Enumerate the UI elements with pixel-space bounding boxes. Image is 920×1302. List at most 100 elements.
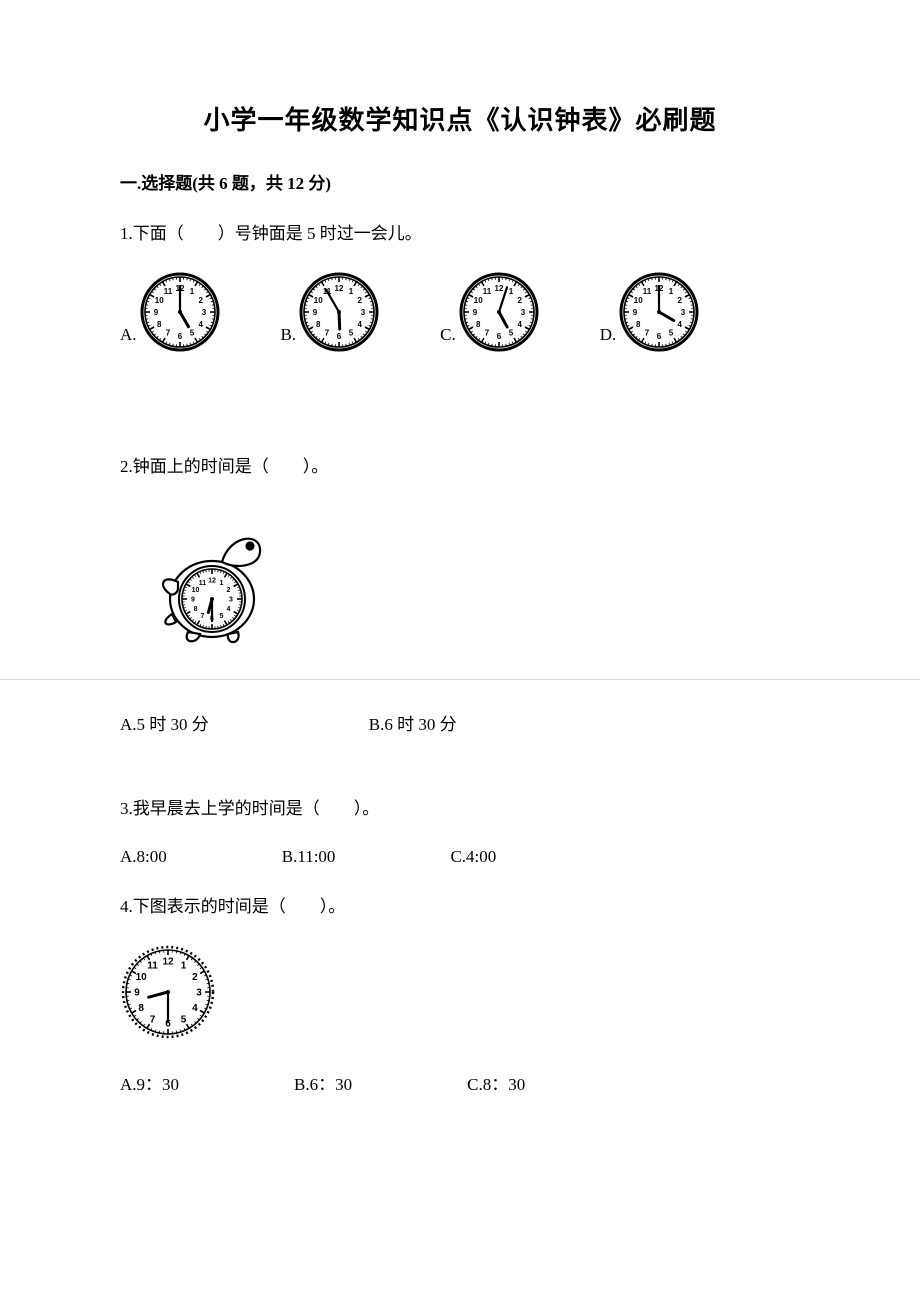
q1-option-b: B. 123456789101112 [281, 271, 381, 353]
svg-text:9: 9 [153, 308, 158, 317]
svg-text:1: 1 [669, 287, 674, 296]
option-label: B. [281, 325, 297, 345]
svg-text:1: 1 [508, 287, 513, 296]
q2-option-b: B.6 时 30 分 [369, 710, 457, 735]
svg-text:5: 5 [349, 329, 354, 338]
svg-text:3: 3 [201, 308, 206, 317]
q1-option-a: A. 123456789101112 [120, 271, 221, 353]
svg-text:6: 6 [337, 332, 342, 341]
svg-text:5: 5 [220, 613, 224, 620]
svg-text:12: 12 [162, 956, 174, 967]
svg-text:2: 2 [192, 972, 198, 983]
svg-text:10: 10 [634, 296, 643, 305]
svg-text:11: 11 [199, 580, 207, 587]
svg-text:7: 7 [201, 613, 205, 620]
svg-text:7: 7 [484, 329, 489, 338]
svg-text:1: 1 [189, 287, 194, 296]
q4-option-a: A.9：30 [120, 1070, 179, 1095]
svg-text:7: 7 [325, 329, 330, 338]
svg-text:4: 4 [198, 320, 203, 329]
q2-options: A.5 时 30 分 B.6 时 30 分 [120, 710, 800, 735]
q1-option-c: C. 123456789101112 [440, 271, 540, 353]
svg-text:10: 10 [154, 296, 163, 305]
q4-text: 4.下图表示的时间是（ ）。 [120, 893, 800, 920]
svg-text:3: 3 [361, 308, 366, 317]
svg-text:1: 1 [349, 287, 354, 296]
svg-text:7: 7 [165, 329, 170, 338]
worksheet-page: 小学一年级数学知识点《认识钟表》必刷题 一.选择题(共 6 题，共 12 分) … [0, 0, 920, 1302]
svg-text:9: 9 [313, 308, 318, 317]
svg-text:10: 10 [136, 972, 148, 983]
svg-text:6: 6 [657, 332, 662, 341]
svg-text:11: 11 [163, 287, 172, 296]
q2-option-a: A.5 时 30 分 [120, 710, 209, 735]
q3-options: A.8:00 B.11:00 C.4:00 [120, 847, 800, 867]
q1-text: 1.下面（ ）号钟面是 5 时过一会儿。 [120, 220, 800, 247]
q1-options: A. 123456789101112 B. 123456789101112 C.… [120, 271, 800, 353]
svg-text:12: 12 [335, 284, 344, 293]
svg-text:9: 9 [472, 308, 477, 317]
svg-text:10: 10 [473, 296, 482, 305]
svg-text:11: 11 [147, 960, 158, 971]
section-header: 一.选择题(共 6 题，共 12 分) [120, 169, 800, 194]
svg-text:9: 9 [633, 308, 638, 317]
svg-text:5: 5 [508, 329, 513, 338]
svg-text:8: 8 [194, 606, 198, 613]
svg-text:10: 10 [314, 296, 323, 305]
svg-text:6: 6 [496, 332, 501, 341]
svg-text:8: 8 [138, 1003, 144, 1014]
q3-text: 3.我早晨去上学的时间是（ ）。 [120, 795, 800, 822]
svg-text:3: 3 [681, 308, 686, 317]
svg-text:3: 3 [520, 308, 525, 317]
svg-text:8: 8 [316, 320, 321, 329]
q4-figure: 123456789101112 [120, 944, 800, 1040]
svg-text:3: 3 [196, 987, 202, 998]
q4-option-c: C.8：30 [467, 1070, 525, 1095]
svg-text:8: 8 [157, 320, 162, 329]
svg-text:2: 2 [358, 296, 363, 305]
clock-icon: 123456789101112 [458, 271, 540, 353]
option-label: A. [120, 325, 137, 345]
svg-text:5: 5 [189, 329, 194, 338]
svg-text:2: 2 [678, 296, 683, 305]
q4-options: A.9：30 B.6：30 C.8：30 [120, 1070, 800, 1095]
svg-text:8: 8 [636, 320, 641, 329]
svg-text:10: 10 [192, 587, 200, 594]
clock-icon: 123456789101112 [120, 944, 216, 1040]
q3-option-a: A.8:00 [120, 847, 167, 867]
separator-line [0, 679, 920, 680]
svg-text:7: 7 [150, 1014, 156, 1025]
option-label: D. [600, 325, 617, 345]
svg-text:5: 5 [181, 1014, 187, 1025]
svg-text:11: 11 [643, 287, 652, 296]
clock-icon: 123456789101112 [179, 566, 245, 632]
svg-text:2: 2 [227, 587, 231, 594]
clock-icon: 123456789101112 [298, 271, 380, 353]
svg-text:4: 4 [358, 320, 363, 329]
svg-text:1: 1 [181, 960, 187, 971]
svg-text:3: 3 [229, 597, 233, 604]
turtle-clock-icon: 123456789101112 [150, 504, 280, 644]
q3-option-b: B.11:00 [282, 847, 336, 867]
clock-icon: 123456789101112 [618, 271, 700, 353]
svg-text:8: 8 [476, 320, 481, 329]
svg-text:6: 6 [177, 332, 182, 341]
svg-text:9: 9 [191, 597, 195, 604]
svg-text:7: 7 [645, 329, 650, 338]
svg-text:4: 4 [678, 320, 683, 329]
svg-text:12: 12 [494, 284, 503, 293]
q2-text: 2.钟面上的时间是（ ）。 [120, 453, 800, 480]
svg-text:11: 11 [482, 287, 491, 296]
svg-text:2: 2 [517, 296, 522, 305]
option-label: C. [440, 325, 456, 345]
q2-figure: 123456789101112 [150, 504, 800, 649]
svg-text:4: 4 [517, 320, 522, 329]
svg-text:9: 9 [134, 987, 140, 998]
svg-text:4: 4 [192, 1003, 198, 1014]
svg-text:5: 5 [669, 329, 674, 338]
svg-text:2: 2 [198, 296, 203, 305]
svg-text:1: 1 [220, 580, 224, 587]
q3-option-c: C.4:00 [450, 847, 496, 867]
svg-text:12: 12 [208, 578, 216, 585]
svg-text:4: 4 [227, 606, 231, 613]
